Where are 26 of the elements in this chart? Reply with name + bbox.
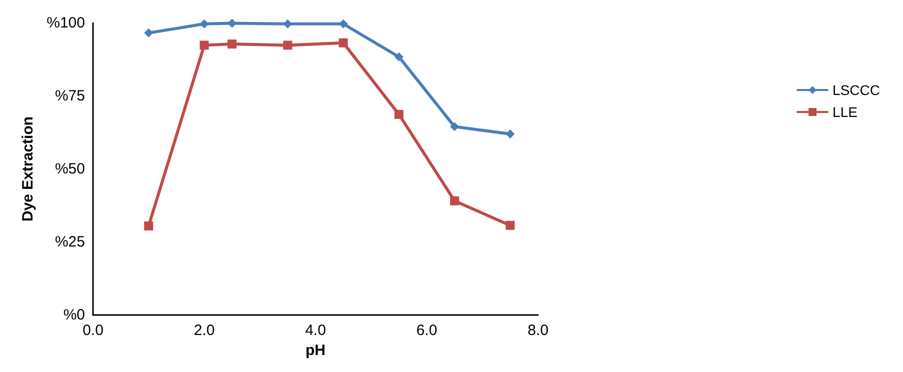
y-axis-title: Dye Extraction (20, 116, 37, 222)
point (283, 40, 292, 50)
legend-label: LSCCC (832, 82, 880, 98)
x-axis-title: pH (306, 342, 326, 359)
point (394, 110, 404, 119)
x-tick-label: 8.0 (528, 322, 548, 339)
x-tick-label: 0.0 (82, 322, 104, 339)
x-tick-label: 2.0 (194, 322, 215, 339)
y-tick-label: %50 (54, 160, 85, 178)
point (506, 129, 515, 138)
y-tick-label: %100 (46, 14, 85, 32)
y-tick-label: %75 (54, 88, 85, 104)
point (394, 52, 404, 62)
point (200, 40, 209, 50)
point (144, 221, 154, 230)
point (450, 122, 460, 132)
point (228, 40, 237, 49)
point (338, 38, 348, 48)
x-tick-label: 6.0 (416, 322, 438, 339)
legend-label: LLE (832, 104, 858, 120)
point (450, 196, 460, 206)
point (144, 28, 154, 38)
point (506, 220, 515, 230)
y-tick-label: %0 (63, 306, 85, 324)
y-tick-label: %25 (54, 234, 85, 250)
x-tick-label: 4.0 (305, 322, 326, 339)
